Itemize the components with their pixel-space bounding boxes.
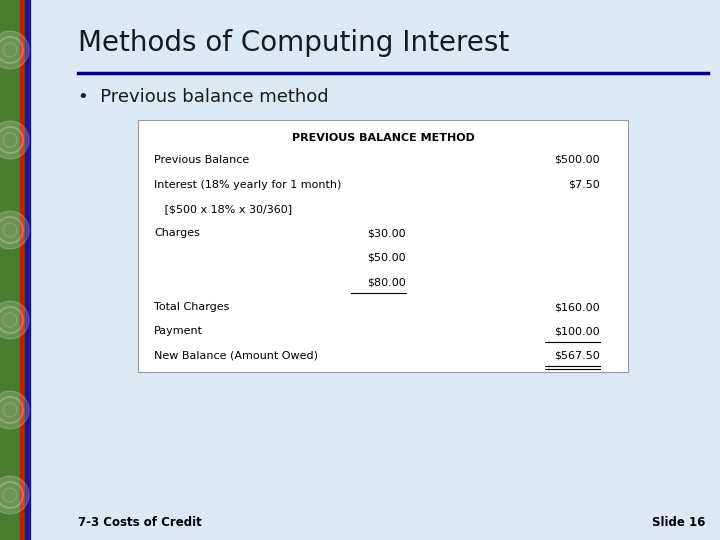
FancyBboxPatch shape	[138, 120, 628, 372]
Text: [$500 x 18% x 30/360]: [$500 x 18% x 30/360]	[154, 204, 292, 214]
Text: •  Previous balance method: • Previous balance method	[78, 88, 328, 106]
Text: $100.00: $100.00	[554, 327, 600, 336]
Text: $567.50: $567.50	[554, 351, 600, 361]
Circle shape	[0, 301, 29, 339]
Text: Total Charges: Total Charges	[154, 302, 230, 312]
Text: Interest (18% yearly for 1 month): Interest (18% yearly for 1 month)	[154, 179, 341, 190]
Text: PREVIOUS BALANCE METHOD: PREVIOUS BALANCE METHOD	[292, 133, 474, 143]
Circle shape	[0, 391, 29, 429]
Text: $80.00: $80.00	[367, 278, 406, 287]
Bar	[25, 0, 30, 540]
Text: $7.50: $7.50	[568, 179, 600, 190]
Circle shape	[0, 476, 29, 514]
Text: $500.00: $500.00	[554, 155, 600, 165]
Text: Previous Balance: Previous Balance	[154, 155, 249, 165]
Bar	[20, 0, 25, 540]
Circle shape	[0, 31, 29, 69]
Text: 7-3 Costs of Credit: 7-3 Costs of Credit	[78, 516, 202, 529]
Text: New Balance (Amount Owed): New Balance (Amount Owed)	[154, 351, 318, 361]
Text: Slide 16: Slide 16	[652, 516, 705, 529]
Text: Charges: Charges	[154, 228, 200, 239]
Circle shape	[0, 121, 29, 159]
Circle shape	[0, 211, 29, 249]
Text: $30.00: $30.00	[367, 228, 406, 239]
Text: Methods of Computing Interest: Methods of Computing Interest	[78, 29, 509, 57]
Text: $50.00: $50.00	[367, 253, 406, 263]
Text: $160.00: $160.00	[554, 302, 600, 312]
Text: Payment: Payment	[154, 327, 203, 336]
Bar	[0, 0, 20, 540]
